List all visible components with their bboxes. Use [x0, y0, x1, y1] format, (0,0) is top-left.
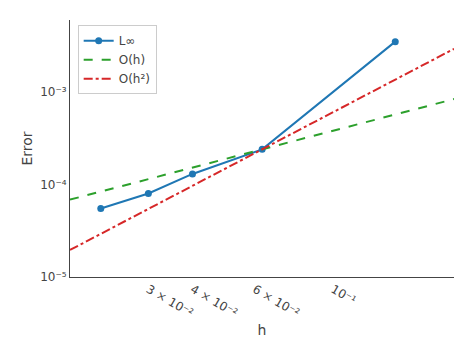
svg-text:4 × 10⁻²: 4 × 10⁻²: [188, 282, 240, 320]
svg-text:L∞: L∞: [119, 34, 136, 48]
svg-text:10⁻³: 10⁻³: [40, 85, 67, 99]
svg-text:10⁻¹: 10⁻¹: [329, 282, 359, 307]
svg-text:O(h²): O(h²): [119, 72, 150, 86]
svg-text:Error: Error: [19, 131, 35, 165]
svg-text:10⁻⁵: 10⁻⁵: [40, 270, 67, 284]
svg-text:3 × 10⁻²: 3 × 10⁻²: [144, 282, 196, 320]
svg-text:O(h): O(h): [119, 53, 145, 67]
svg-text:6 × 10⁻²: 6 × 10⁻²: [250, 282, 302, 320]
svg-text:10⁻⁴: 10⁻⁴: [40, 178, 67, 192]
svg-text:h: h: [258, 322, 267, 338]
